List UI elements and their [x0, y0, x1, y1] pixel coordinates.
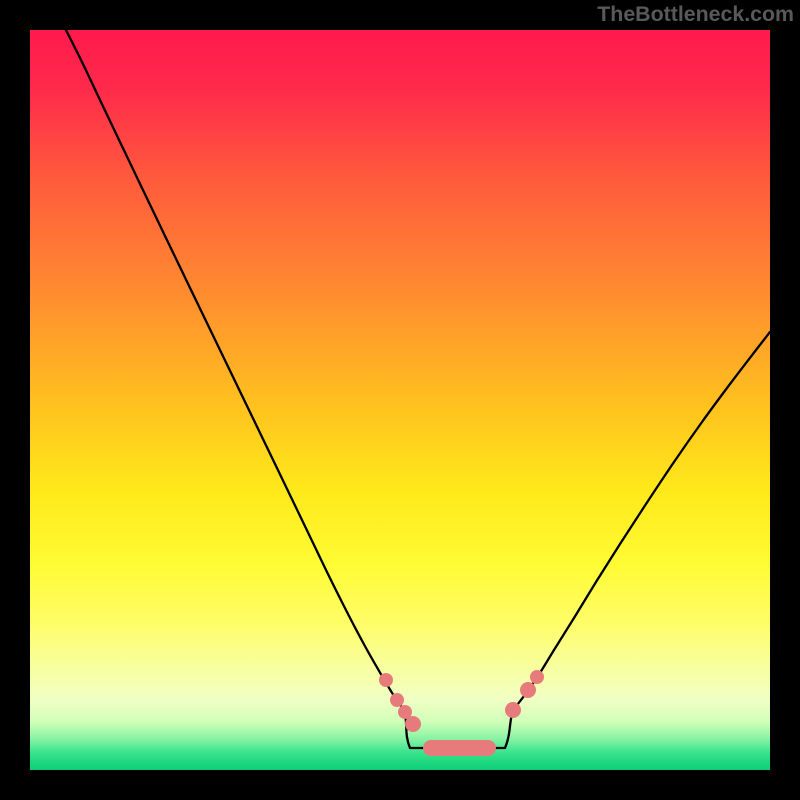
watermark-text: TheBottleneck.com: [597, 2, 794, 27]
marker-dot: [530, 670, 544, 684]
plot-area: [30, 30, 770, 770]
curve-markers: [30, 30, 770, 770]
marker-dot: [520, 682, 536, 698]
marker-floor-pill: [423, 740, 496, 756]
stage: TheBottleneck.com: [0, 0, 800, 800]
marker-dot: [379, 673, 393, 687]
marker-dot: [505, 702, 521, 718]
marker-dot: [405, 716, 421, 732]
marker-dot: [390, 693, 404, 707]
